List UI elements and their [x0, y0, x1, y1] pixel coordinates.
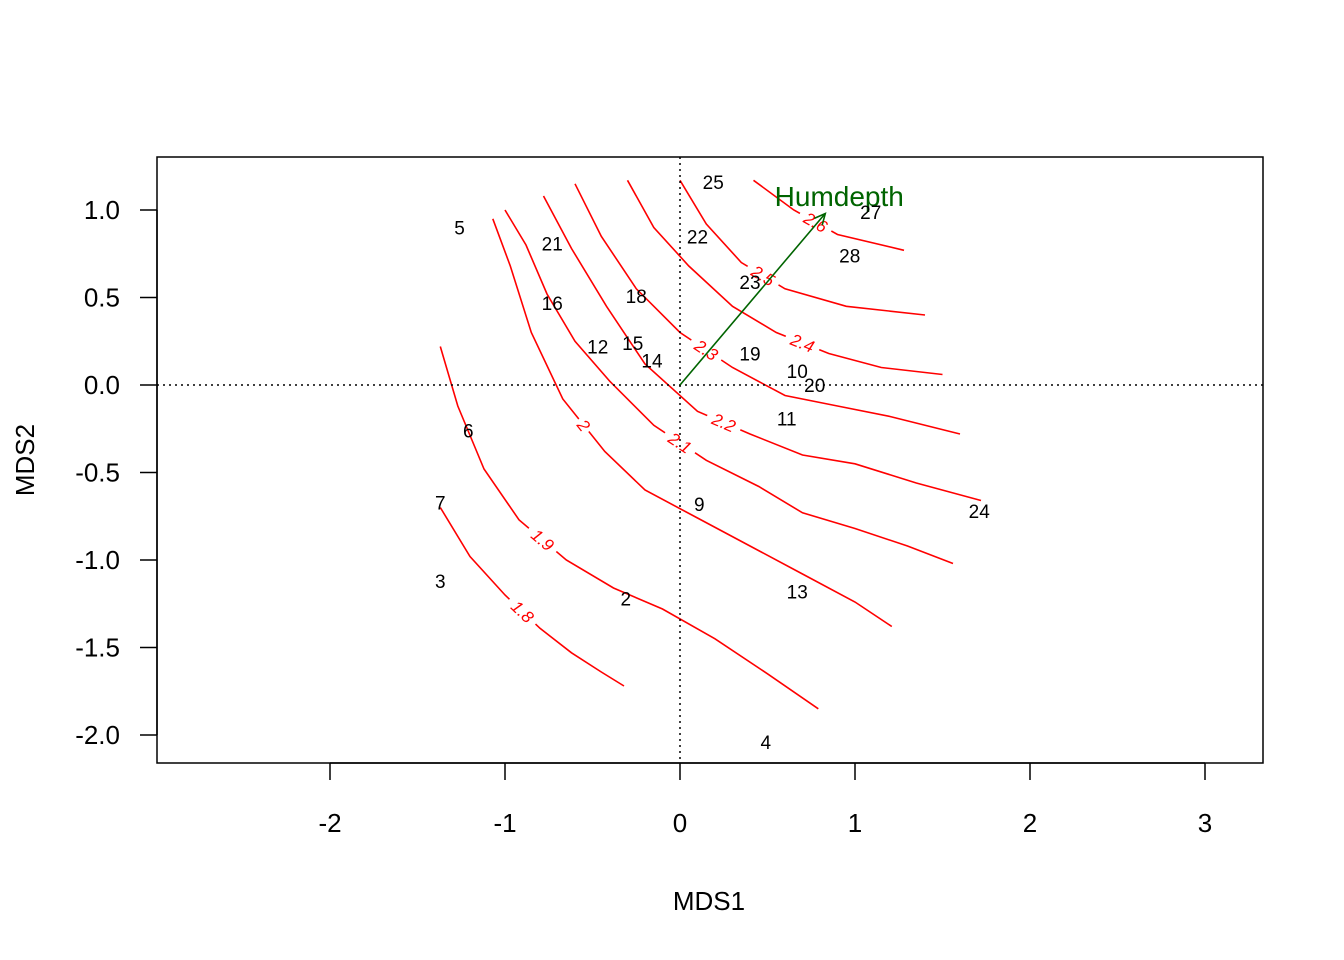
site-label: 20	[804, 376, 825, 397]
y-axis: -2.0 -1.5 -1.0 -0.5 0.0 0.5 1.0	[75, 195, 158, 750]
y-tick-label: -2.0	[75, 720, 120, 750]
contour-label-knockout	[782, 327, 823, 359]
y-tick-label: -0.5	[75, 458, 120, 488]
site-label: 9	[694, 495, 705, 516]
site-label: 23	[739, 273, 760, 294]
contour-label-knockout	[685, 331, 727, 369]
contour-label-knockout	[742, 257, 784, 294]
contour-label-group: 2.4	[782, 327, 823, 359]
contour-label-knockout	[522, 520, 563, 560]
contour-line	[439, 346, 819, 710]
vector-arrow-shaft	[679, 212, 826, 386]
site-label: 10	[787, 362, 808, 383]
x-axis: -2 -1 0 1 2 3	[318, 762, 1212, 838]
site-label: 28	[839, 247, 860, 268]
y-axis-title: MDS2	[10, 424, 40, 496]
reference-lines	[157, 157, 1263, 763]
contour-line	[504, 209, 954, 565]
x-tick-label: -2	[318, 808, 341, 838]
site-label: 4	[760, 733, 771, 754]
site-label: 18	[626, 287, 647, 308]
contour-label-knockout	[795, 204, 837, 240]
contour-line	[492, 218, 893, 628]
y-tick-label: 0.0	[84, 370, 120, 400]
site-label: 13	[787, 583, 808, 604]
vector-arrow-head	[813, 212, 827, 226]
contour-label-group: 2	[570, 412, 597, 438]
contour-line	[439, 507, 625, 687]
site-label: 7	[435, 493, 446, 514]
site-label: 21	[542, 234, 563, 255]
contour-label-knockout	[659, 424, 701, 462]
contour-label-knockout	[703, 406, 745, 439]
y-tick-label: 1.0	[84, 195, 120, 225]
contour-label-group: 1.9	[522, 520, 563, 560]
site-label: 3	[435, 572, 446, 593]
site-label: 25	[703, 173, 724, 194]
site-label: 27	[860, 203, 881, 224]
contour-line	[626, 179, 943, 376]
vector-label: Humdepth	[775, 181, 904, 212]
site-label: 12	[587, 338, 608, 359]
contour-label-knockout	[570, 412, 597, 438]
x-axis-title: MDS1	[673, 886, 745, 916]
plot-frame	[156, 156, 1264, 764]
x-tick-label: -1	[493, 808, 516, 838]
contour-label-group: 2.1	[659, 424, 701, 462]
site-label: 5	[454, 219, 465, 240]
x-tick-label: 1	[848, 808, 862, 838]
contour-label-group: 2.6	[795, 204, 837, 240]
site-label: 22	[687, 227, 708, 248]
contour-label-group: 2.2	[703, 406, 745, 439]
y-tick-label: -1.5	[75, 633, 120, 663]
site-label: 15	[622, 334, 643, 355]
site-label: 6	[463, 422, 474, 443]
site-label: 2	[620, 590, 631, 611]
x-tick-label: 2	[1023, 808, 1037, 838]
site-label: 11	[777, 409, 797, 430]
y-tick-label: 0.5	[84, 283, 120, 313]
y-tick-label: -1.0	[75, 545, 120, 575]
site-label: 14	[641, 352, 663, 373]
site-label: 24	[969, 502, 991, 523]
contour-line	[574, 183, 961, 435]
site-label: 19	[739, 345, 760, 366]
vector-layer: Humdepth	[679, 181, 904, 386]
contour-layer: 1.81.922.12.22.3 2.42.52.6	[439, 179, 982, 710]
x-tick-label: 3	[1198, 808, 1212, 838]
site-label: 16	[542, 294, 563, 315]
contour-label-knockout	[502, 591, 543, 632]
x-tick-label: 0	[673, 808, 687, 838]
